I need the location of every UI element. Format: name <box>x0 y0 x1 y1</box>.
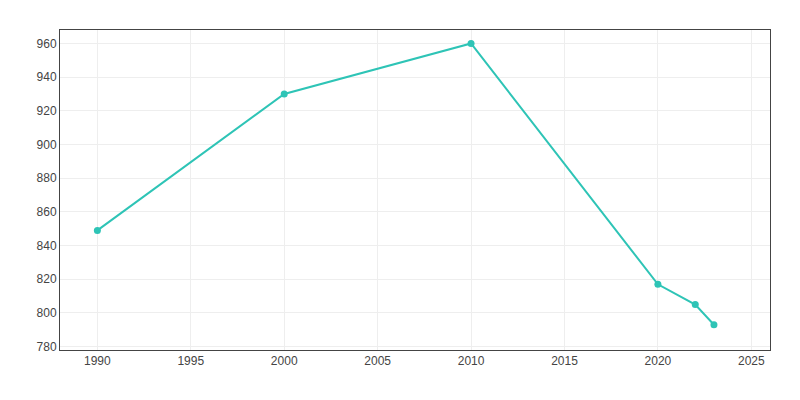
svg-text:2005: 2005 <box>364 354 391 368</box>
svg-text:2010: 2010 <box>458 354 485 368</box>
svg-text:2025: 2025 <box>738 354 765 368</box>
svg-text:840: 840 <box>37 239 57 253</box>
svg-text:940: 940 <box>37 70 57 84</box>
svg-text:880: 880 <box>37 171 57 185</box>
svg-text:780: 780 <box>37 340 57 354</box>
svg-text:820: 820 <box>37 272 57 286</box>
svg-text:860: 860 <box>37 205 57 219</box>
svg-text:1995: 1995 <box>177 354 204 368</box>
svg-text:800: 800 <box>37 306 57 320</box>
svg-text:2020: 2020 <box>645 354 672 368</box>
svg-text:1990: 1990 <box>84 354 111 368</box>
svg-text:960: 960 <box>37 37 57 51</box>
svg-text:2000: 2000 <box>271 354 298 368</box>
svg-text:920: 920 <box>37 104 57 118</box>
svg-text:900: 900 <box>37 138 57 152</box>
svg-text:2015: 2015 <box>551 354 578 368</box>
